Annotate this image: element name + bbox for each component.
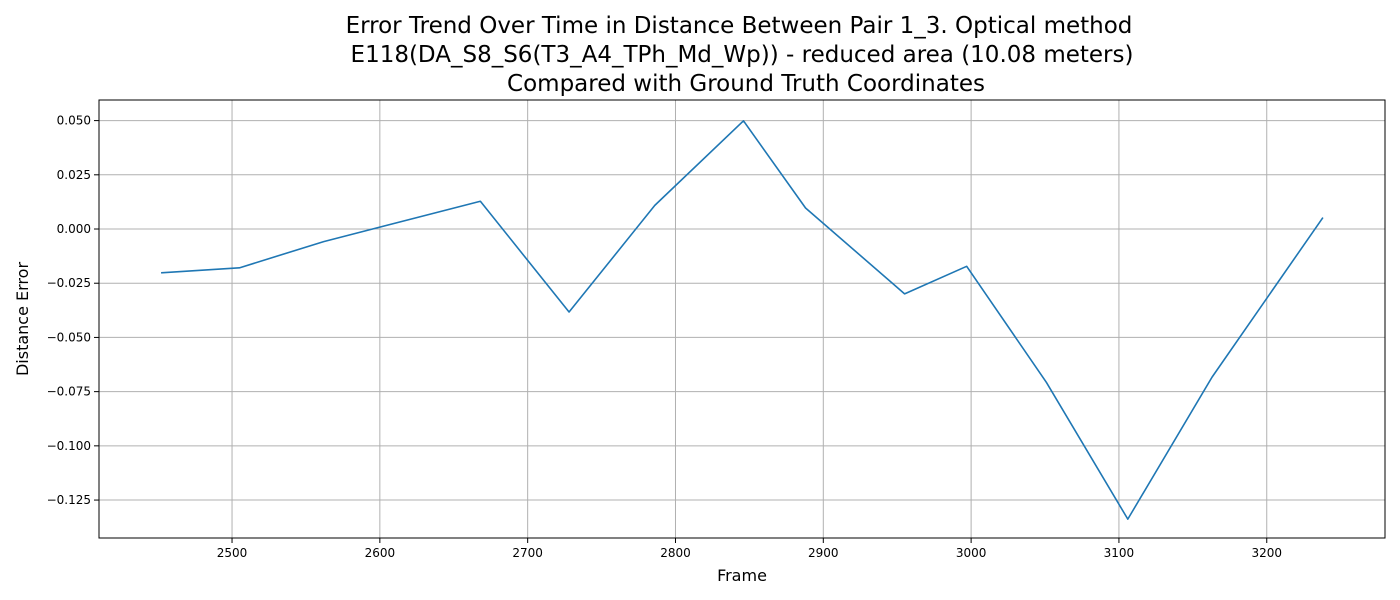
series-layer xyxy=(161,120,1324,520)
x-tick-label: 2800 xyxy=(660,546,691,560)
chart-title: Error Trend Over Time in Distance Betwee… xyxy=(346,13,1134,97)
x-tick-label: 2500 xyxy=(217,546,248,560)
y-tick-label: −0.050 xyxy=(47,330,91,344)
y-tick-label: −0.025 xyxy=(47,276,91,290)
x-tick-label: 3200 xyxy=(1251,546,1282,560)
x-tick-label: 2600 xyxy=(365,546,396,560)
x-axis-ticks: 2500 2600 2700 2800 2900 3000 3100 3200 xyxy=(217,538,1282,560)
y-tick-label: −0.100 xyxy=(47,439,91,453)
y-tick-label: −0.075 xyxy=(47,385,91,399)
x-tick-label: 2700 xyxy=(512,546,543,560)
chart-title-line-3: Compared with Ground Truth Coordinates xyxy=(507,71,985,97)
y-tick-label: −0.125 xyxy=(47,493,91,507)
y-tick-label: 0.000 xyxy=(57,222,91,236)
y-tick-label: 0.025 xyxy=(57,168,91,182)
x-tick-label: 3000 xyxy=(956,546,987,560)
chart-title-line-1: Error Trend Over Time in Distance Betwee… xyxy=(346,13,1133,39)
plot-frame xyxy=(98,99,1386,539)
x-axis-label: Frame xyxy=(717,566,767,585)
series-line-1 xyxy=(161,120,1324,520)
x-tick-label: 2900 xyxy=(808,546,839,560)
x-tick-label: 3100 xyxy=(1104,546,1135,560)
chart-title-line-2: E118(DA_S8_S6(T3_A4_TPh_Md_Wp)) - reduce… xyxy=(351,42,1134,68)
y-tick-label: 0.050 xyxy=(57,114,91,128)
y-axis-label: Distance Error xyxy=(13,262,32,376)
y-axis-ticks: 0.050 0.025 0.000 −0.025 −0.050 −0.075 −0.100 −… xyxy=(47,114,99,507)
grid-lines xyxy=(99,100,1385,538)
